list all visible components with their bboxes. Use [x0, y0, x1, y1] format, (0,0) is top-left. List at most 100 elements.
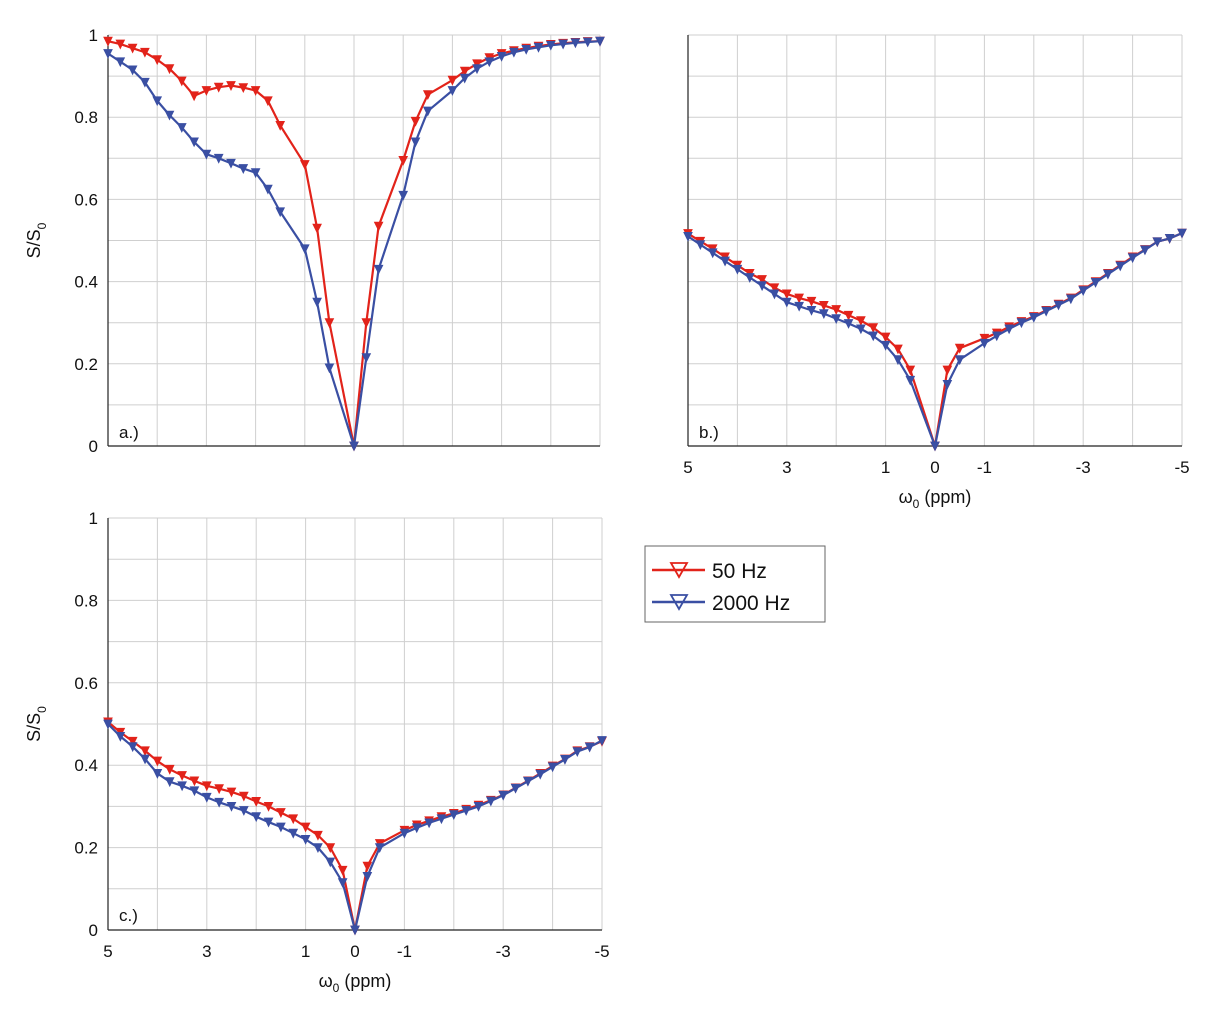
panel-c-point-2000-hz [201, 792, 212, 803]
panel-c-x-axis-title-sub: 0 [333, 981, 340, 995]
panel-c-point-50-hz [226, 787, 237, 798]
panel-c-y-tick-label: 1 [89, 509, 98, 528]
panel-b-x-tick-label: 5 [683, 458, 692, 477]
panel-c-point-2000-hz [560, 755, 570, 765]
panel-b-point-2000-hz [781, 297, 792, 308]
panel-c-x-tick-label: 1 [301, 942, 310, 961]
panel-b-point-2000-hz [683, 231, 693, 242]
panel-c-point-2000-hz [584, 742, 595, 753]
panel-c-point-50-hz [140, 746, 150, 757]
panel-c: 00.20.40.60.81S/S05 3 1 0 -1 -3 -5ω0 (ppm)c.) [24, 509, 610, 995]
panel-a-point-2000-hz [570, 38, 581, 49]
panel-c-point-2000-hz [547, 762, 558, 773]
panel-a-y-tick-label: 0.6 [74, 190, 98, 209]
legend-label-50hz: 50 Hz [712, 560, 767, 583]
panel-c-point-50-hz [239, 791, 249, 802]
panel-a-point-2000-hz [472, 64, 482, 75]
panel-b-x-axis-title-unit: (ppm) [919, 487, 971, 507]
panel-c-x-axis-title: ω0 (ppm) [319, 971, 392, 995]
panel-a-point-2000-hz [595, 36, 605, 47]
panel-b-point-2000-hz [732, 264, 743, 275]
panel-a-point-2000-hz [410, 137, 421, 148]
panel-a-point-2000-hz [189, 137, 199, 148]
panel-b-x-tick-label: 1 [881, 458, 890, 477]
panel-b-point-50-hz [819, 301, 829, 311]
panel-c-point-2000-hz [461, 806, 471, 816]
legend: 50 Hz 2000 Hz [644, 545, 826, 623]
panel-b-point-50-hz [856, 316, 866, 327]
panel-c-series-2000-hz [103, 719, 607, 936]
panel-c-point-50-hz [288, 814, 299, 825]
panel-c-point-2000-hz [103, 719, 113, 730]
panel-a-y-axis-title: S/S0 [24, 222, 49, 258]
panel-a-point-2000-hz [324, 363, 335, 374]
panel-c-point-50-hz [164, 764, 175, 775]
panel-a-point-2000-hz [213, 153, 224, 164]
panel-b-point-2000-hz [893, 355, 903, 366]
panel-b-point-2000-hz [806, 305, 817, 316]
panel-b-point-50-hz [954, 343, 965, 354]
panel-a-point-50-hz [422, 90, 433, 100]
panel-a-point-50-hz [176, 76, 187, 87]
panel-a-point-50-hz [361, 318, 372, 329]
panel-c-point-2000-hz [597, 736, 607, 746]
panel-c-point-2000-hz [362, 872, 373, 882]
panel-a-point-2000-hz [509, 47, 519, 58]
panel-c-point-50-hz [177, 771, 187, 781]
panel-a-point-50-hz [373, 221, 384, 232]
panel-a-point-50-hz [299, 160, 310, 170]
panel-a-point-50-hz [213, 82, 224, 93]
panel-a-point-50-hz [115, 39, 126, 50]
panel-b-point-2000-hz [695, 240, 706, 251]
panel-c-point-50-hz [201, 781, 212, 792]
panel-c-point-50-hz [276, 808, 286, 818]
panel-c-point-50-hz [189, 776, 200, 787]
panel-a-point-2000-hz [312, 297, 322, 308]
panel-b-point-2000-hz [1164, 234, 1175, 244]
panel-c-y-axis-title: S/S0 [24, 706, 49, 742]
panel-c-y-tick-label: 0.6 [74, 674, 98, 693]
panel-b-point-50-hz [942, 365, 953, 376]
panel-c-point-2000-hz [300, 834, 311, 845]
panel-c-point-2000-hz [239, 806, 249, 816]
panel-a-point-2000-hz [127, 65, 138, 76]
panel-c-point-2000-hz [510, 783, 521, 794]
panel-a-point-2000-hz [226, 158, 236, 169]
panel-c-point-2000-hz [152, 769, 163, 779]
panel-a-point-2000-hz [545, 40, 556, 51]
panel-b-point-2000-hz [757, 281, 767, 292]
panel-a-point-2000-hz [447, 86, 458, 96]
panel-b-point-50-hz [880, 332, 891, 343]
panel-b-point-2000-hz [1053, 300, 1064, 311]
panel-b-point-2000-hz [1127, 253, 1138, 264]
panel-b-x-tick-label: -5 [1174, 458, 1189, 477]
panel-a-point-50-hz [324, 318, 335, 329]
panel-a-point-50-hz [140, 47, 150, 58]
panel-c-point-50-hz [214, 784, 224, 795]
panel-c-x-tick-label: -5 [594, 942, 609, 961]
panel-c-x-axis-title-main: ω [319, 971, 333, 991]
panel-c-point-2000-hz [448, 810, 459, 821]
panel-a-point-50-hz [226, 81, 236, 91]
panel-a-y-tick-label: 1 [89, 26, 98, 45]
panel-b-point-2000-hz [991, 331, 1002, 342]
panel-c-point-2000-hz [374, 843, 385, 854]
panel-b-point-50-hz [868, 323, 879, 334]
panel-b-point-2000-hz [1152, 237, 1163, 248]
panel-a-point-2000-hz [250, 168, 261, 179]
panel-a-point-2000-hz [275, 207, 286, 218]
panel-c-x-tick-label: 5 [103, 942, 112, 961]
panel-a-point-50-hz [275, 121, 286, 131]
panel-a-point-2000-hz [115, 57, 126, 68]
panel-a-point-50-hz [152, 55, 163, 66]
panel-c-point-50-hz [152, 756, 163, 767]
panel-a-point-2000-hz [582, 37, 593, 48]
panel-a-point-50-hz [164, 64, 175, 75]
panel-b-point-2000-hz [843, 319, 854, 329]
panel-a-point-50-hz [459, 66, 470, 77]
panel-c-y-tick-label: 0.2 [74, 839, 98, 858]
panel-b-point-2000-hz [942, 379, 953, 390]
panel-c-point-2000-hz [473, 802, 484, 812]
panel-a-y-tick-label: 0.4 [74, 273, 98, 292]
panel-b-point-2000-hz [1103, 269, 1113, 280]
